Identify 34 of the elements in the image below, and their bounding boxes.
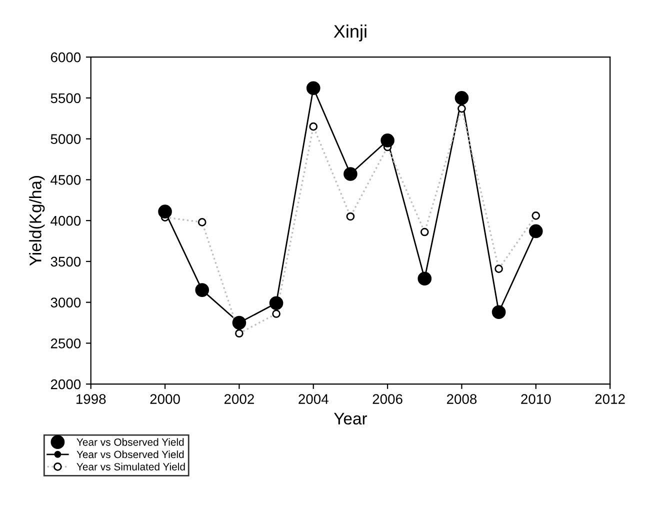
point <box>418 272 432 286</box>
y-tick-label: 3000 <box>50 298 81 308</box>
x-tick-label: 1998 <box>76 394 106 404</box>
y-tick-label: 4000 <box>50 216 81 226</box>
x-tick-label: 2004 <box>298 394 328 404</box>
y-tick-label: 3500 <box>50 256 81 267</box>
point <box>344 167 358 181</box>
point <box>454 91 469 105</box>
y-tick-label: 5000 <box>50 134 81 144</box>
y-tick-label: 2000 <box>50 379 81 390</box>
point <box>232 316 246 330</box>
x-axis-title: Year <box>334 412 368 425</box>
y-tick-label: 4500 <box>50 175 81 185</box>
x-tick-label: 2002 <box>224 394 254 404</box>
x-tick-label: 2012 <box>595 394 625 404</box>
point <box>195 283 210 297</box>
legend-label: Year vs Observed Yield <box>76 438 184 446</box>
legend-label: Year vs Observed Yield <box>76 450 184 458</box>
x-tick-label: 2010 <box>521 394 551 404</box>
point <box>528 224 543 238</box>
x-tick-label: 2008 <box>446 394 477 404</box>
y-tick-label: 5500 <box>50 93 81 104</box>
x-tick-label: 2006 <box>372 394 402 404</box>
x-tick-label: 2000 <box>150 394 180 404</box>
point <box>269 296 284 310</box>
y-tick-label: 6000 <box>50 52 81 62</box>
chart-title: Xinji <box>334 24 366 42</box>
y-tick-label: 2500 <box>50 338 81 348</box>
point <box>492 305 506 320</box>
y-axis-title: Yield(Kg/ha) <box>29 176 45 266</box>
legend-label: Year vs Simulated Yield <box>76 462 185 470</box>
point <box>306 81 320 96</box>
point <box>158 204 172 218</box>
point <box>380 134 394 148</box>
